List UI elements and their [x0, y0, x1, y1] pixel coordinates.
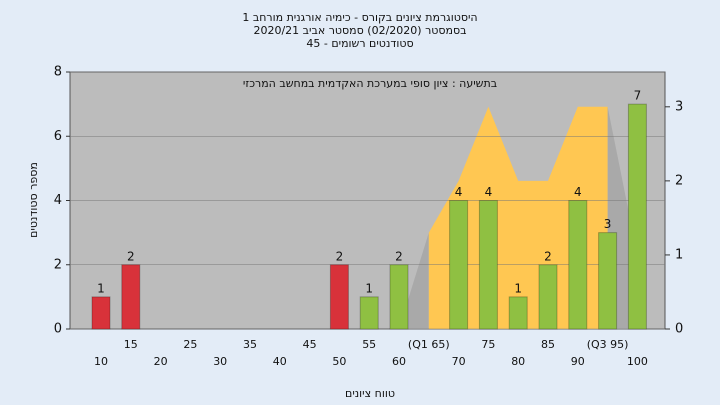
x-tick-label: (Q3 95) — [587, 338, 629, 351]
bar — [478, 200, 498, 330]
x-tick-label: 30 — [213, 355, 227, 368]
bar — [538, 264, 558, 330]
y-tick-label: 4 — [54, 193, 62, 208]
x-tick-label: 85 — [541, 338, 555, 351]
bar — [389, 264, 409, 330]
data-label: 1 — [365, 281, 373, 295]
x-tick-label: 20 — [154, 355, 168, 368]
y2-tick-label: 1 — [675, 247, 683, 262]
x-tick-label: 25 — [183, 338, 197, 351]
data-label: 1 — [97, 281, 105, 295]
y2-tick-label: 3 — [675, 99, 683, 114]
y-axis-label: מספר סטודנטים — [27, 162, 40, 238]
bar — [329, 264, 349, 330]
x-tick-label: 75 — [481, 338, 495, 351]
x-tick-label: 80 — [511, 355, 525, 368]
y2-tick-label: 2 — [675, 173, 683, 188]
data-label: 4 — [574, 185, 582, 199]
x-tick-label: 100 — [627, 355, 648, 368]
x-tick-label: 45 — [303, 338, 317, 351]
data-label: 1 — [514, 281, 522, 295]
bar — [449, 200, 469, 330]
bar — [598, 232, 618, 330]
y-tick-label: 2 — [54, 257, 62, 272]
data-label: 2 — [395, 249, 403, 263]
y-tick-label: 8 — [54, 65, 62, 80]
x-tick-label: (Q1 65) — [408, 338, 450, 351]
x-tick-label: 50 — [332, 355, 346, 368]
x-tick-label: 10 — [94, 355, 108, 368]
data-label: 7 — [634, 89, 642, 103]
data-label: 3 — [604, 217, 612, 231]
x-tick-label: 15 — [124, 338, 138, 351]
bar — [359, 296, 379, 330]
annotation: בתשיעה : ציון סופי במערכת האקדמית במחשב … — [243, 77, 497, 90]
data-label: 2 — [336, 249, 344, 263]
data-label: 2 — [544, 249, 552, 263]
bar — [568, 200, 588, 330]
chart-title: היסטוגרמת ציונים בקורס - כימיה אורגנית מ… — [242, 11, 477, 24]
bar — [121, 264, 141, 330]
x-tick-label: 90 — [571, 355, 585, 368]
x-tick-label: 60 — [392, 355, 406, 368]
data-label: 4 — [455, 185, 463, 199]
x-tick-label: 55 — [362, 338, 376, 351]
x-axis-label: טווח ציונים — [345, 387, 395, 400]
x-tick-label: 40 — [273, 355, 287, 368]
y-tick-label: 0 — [54, 322, 62, 337]
x-tick-label: 70 — [452, 355, 466, 368]
bar — [627, 103, 647, 330]
bar — [91, 296, 111, 330]
bar — [508, 296, 528, 330]
x-tick-label: 35 — [243, 338, 257, 351]
y-tick-label: 6 — [54, 129, 62, 144]
data-label: 4 — [485, 185, 493, 199]
chart-subtitle: בסמסטר (02/2020) סמסטר אביב 2020/21 — [253, 24, 466, 37]
chart-subtitle: סטודנטים רשומים - 45 — [306, 37, 413, 50]
y2-tick-label: 0 — [675, 322, 683, 337]
area — [428, 106, 608, 329]
data-label: 2 — [127, 249, 135, 263]
